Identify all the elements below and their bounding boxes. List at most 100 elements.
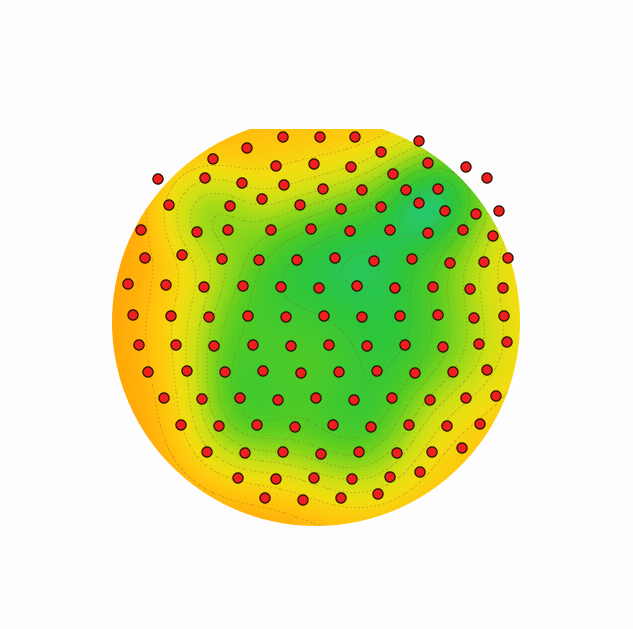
sensor-marker[interactable] <box>323 339 335 351</box>
sensor-marker[interactable] <box>406 253 418 265</box>
sensor-marker[interactable] <box>460 392 472 404</box>
sensor-marker[interactable] <box>413 197 425 209</box>
sensor-marker[interactable] <box>310 392 322 404</box>
sensor-marker[interactable] <box>175 419 187 431</box>
sensor-marker[interactable] <box>403 419 415 431</box>
sensor-marker[interactable] <box>384 224 396 236</box>
sensor-marker[interactable] <box>422 227 434 239</box>
sensor-marker[interactable] <box>289 421 301 433</box>
sensor-marker[interactable] <box>317 183 329 195</box>
sensor-marker[interactable] <box>318 310 330 322</box>
sensor-marker[interactable] <box>353 446 365 458</box>
sensor-marker[interactable] <box>497 282 509 294</box>
sensor-marker[interactable] <box>422 157 434 169</box>
sensor-marker[interactable] <box>216 253 228 265</box>
sensor-marker[interactable] <box>400 184 412 196</box>
sensor-marker[interactable] <box>481 364 493 376</box>
sensor-marker[interactable] <box>239 447 251 459</box>
sensor-marker[interactable] <box>308 158 320 170</box>
sensor-marker[interactable] <box>176 249 188 261</box>
sensor-marker[interactable] <box>460 161 472 173</box>
sensor-marker[interactable] <box>170 339 182 351</box>
sensor-marker[interactable] <box>447 366 459 378</box>
sensor-marker[interactable] <box>345 161 357 173</box>
sensor-marker[interactable] <box>432 183 444 195</box>
sensor-marker[interactable] <box>375 201 387 213</box>
sensor-marker[interactable] <box>224 200 236 212</box>
sensor-marker[interactable] <box>201 446 213 458</box>
sensor-marker[interactable] <box>207 153 219 165</box>
sensor-marker[interactable] <box>427 281 439 293</box>
sensor-marker[interactable] <box>160 279 172 291</box>
sensor-marker[interactable] <box>135 224 147 236</box>
sensor-marker[interactable] <box>413 135 425 147</box>
sensor-marker[interactable] <box>456 442 468 454</box>
sensor-marker[interactable] <box>348 394 360 406</box>
sensor-marker[interactable] <box>386 392 398 404</box>
sensor-marker[interactable] <box>234 392 246 404</box>
sensor-marker[interactable] <box>181 365 193 377</box>
sensor-marker[interactable] <box>470 208 482 220</box>
sensor-marker[interactable] <box>424 394 436 406</box>
sensor-marker[interactable] <box>152 173 164 185</box>
sensor-marker[interactable] <box>270 473 282 485</box>
sensor-marker[interactable] <box>256 193 268 205</box>
sensor-marker[interactable] <box>191 226 203 238</box>
sensor-marker[interactable] <box>139 252 151 264</box>
sensor-marker[interactable] <box>474 418 486 430</box>
sensor-marker[interactable] <box>371 365 383 377</box>
sensor-marker[interactable] <box>361 340 373 352</box>
sensor-marker[interactable] <box>294 199 306 211</box>
sensor-marker[interactable] <box>464 283 476 295</box>
sensor-marker[interactable] <box>308 472 320 484</box>
sensor-marker[interactable] <box>219 366 231 378</box>
sensor-marker[interactable] <box>365 421 377 433</box>
sensor-marker[interactable] <box>265 224 277 236</box>
sensor-marker[interactable] <box>349 131 361 143</box>
sensor-marker[interactable] <box>487 230 499 242</box>
sensor-marker[interactable] <box>389 282 401 294</box>
sensor-marker[interactable] <box>329 252 341 264</box>
sensor-marker[interactable] <box>501 336 513 348</box>
sensor-marker[interactable] <box>457 224 469 236</box>
sensor-marker[interactable] <box>490 390 502 402</box>
sensor-marker[interactable] <box>335 203 347 215</box>
sensor-marker[interactable] <box>122 278 134 290</box>
sensor-marker[interactable] <box>257 365 269 377</box>
sensor-marker[interactable] <box>237 280 249 292</box>
sensor-marker[interactable] <box>327 419 339 431</box>
sensor-marker[interactable] <box>285 340 297 352</box>
sensor-marker[interactable] <box>251 419 263 431</box>
sensor-marker[interactable] <box>291 254 303 266</box>
sensor-marker[interactable] <box>259 492 271 504</box>
sensor-marker[interactable] <box>333 366 345 378</box>
sensor-marker[interactable] <box>222 224 234 236</box>
sensor-marker[interactable] <box>314 131 326 143</box>
sensor-marker[interactable] <box>247 339 259 351</box>
sensor-marker[interactable] <box>387 168 399 180</box>
sensor-marker[interactable] <box>242 310 254 322</box>
sensor-marker[interactable] <box>437 341 449 353</box>
sensor-marker[interactable] <box>196 393 208 405</box>
sensor-marker[interactable] <box>253 254 265 266</box>
sensor-marker[interactable] <box>275 281 287 293</box>
sensor-marker[interactable] <box>391 447 403 459</box>
sensor-marker[interactable] <box>481 172 493 184</box>
sensor-marker[interactable] <box>270 160 282 172</box>
sensor-marker[interactable] <box>368 255 380 267</box>
sensor-marker[interactable] <box>493 205 505 217</box>
sensor-marker[interactable] <box>127 309 139 321</box>
sensor-marker[interactable] <box>133 339 145 351</box>
sensor-marker[interactable] <box>399 339 411 351</box>
sensor-marker[interactable] <box>426 446 438 458</box>
sensor-marker[interactable] <box>414 466 426 478</box>
sensor-marker[interactable] <box>468 312 480 324</box>
sensor-marker[interactable] <box>313 282 325 294</box>
sensor-marker[interactable] <box>444 257 456 269</box>
sensor-marker[interactable] <box>432 309 444 321</box>
sensor-marker[interactable] <box>142 366 154 378</box>
sensor-marker[interactable] <box>315 448 327 460</box>
sensor-marker[interactable] <box>473 338 485 350</box>
sensor-marker[interactable] <box>165 310 177 322</box>
sensor-marker[interactable] <box>236 177 248 189</box>
